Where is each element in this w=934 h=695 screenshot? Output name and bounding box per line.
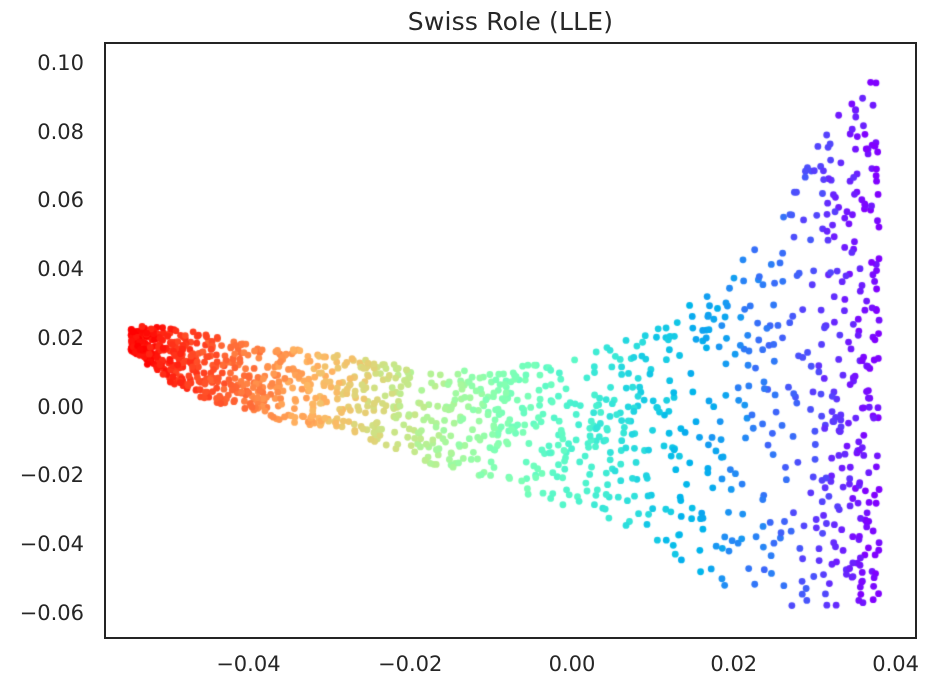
scatter-canvas — [106, 44, 915, 637]
x-tick-label: 0.02 — [710, 652, 758, 676]
plot-area-border — [104, 42, 917, 639]
x-tick-label: −0.02 — [378, 652, 443, 676]
y-tick-label: −0.04 — [19, 532, 84, 557]
y-tick-label: 0.08 — [37, 119, 84, 144]
y-tick-label: −0.02 — [19, 463, 84, 488]
y-tick-label: −0.06 — [19, 600, 84, 625]
y-tick-label: 0.10 — [37, 50, 84, 75]
chart-title: Swiss Role (LLE) — [407, 7, 614, 36]
y-tick-label: 0.02 — [37, 325, 84, 350]
y-tick-label: 0.04 — [37, 257, 84, 282]
x-tick-label: 0.00 — [548, 652, 596, 676]
y-tick-label: 0.00 — [37, 394, 84, 419]
y-tick-label: 0.06 — [37, 188, 84, 213]
x-tick-label: −0.04 — [216, 652, 281, 676]
x-tick-label: 0.04 — [872, 652, 919, 676]
